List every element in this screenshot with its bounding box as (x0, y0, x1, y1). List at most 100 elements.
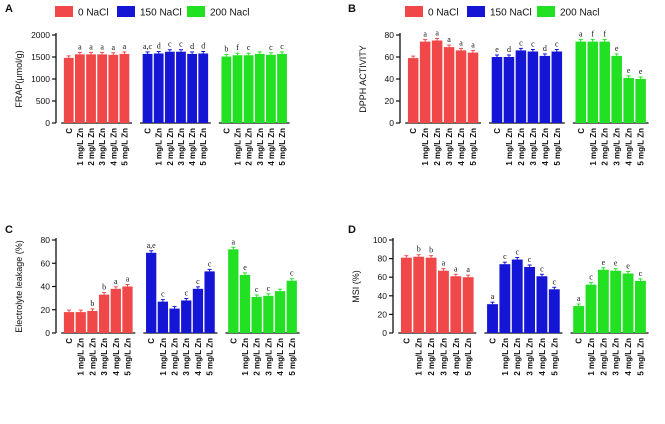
y-tick-label: 500 (36, 96, 50, 106)
significance-letter: c (553, 277, 557, 286)
y-axis-label: DPPH ACTIVITY (358, 45, 368, 113)
x-tick-label: 2 mg/L Zn (599, 338, 608, 376)
y-axis-label: Electrolyte leakage (%) (14, 240, 24, 333)
significance-letter: f (236, 43, 239, 52)
x-tick-label: 2 mg/L Zn (166, 128, 175, 166)
x-tick-label: 2 mg/L Zn (253, 338, 262, 376)
bar (575, 41, 587, 123)
x-tick-label: 5 mg/L Zn (636, 338, 645, 376)
x-tick-label: 2 mg/L Zn (517, 128, 526, 166)
bar (499, 264, 511, 333)
significance-letter: c (184, 288, 188, 297)
x-tick-label: 1 mg/L Zn (159, 338, 168, 376)
x-tick-label: 5 mg/L Zn (123, 338, 132, 376)
significance-letter: a (123, 42, 127, 51)
bar (63, 312, 75, 333)
bar (181, 300, 192, 333)
significance-letter: e (243, 263, 247, 272)
y-axis-label: MSI (%) (351, 270, 361, 303)
x-tick-label: 2 mg/L Zn (433, 128, 442, 166)
bar (539, 55, 551, 123)
y-tick-label: 20 (41, 305, 51, 315)
bar (122, 286, 133, 333)
significance-letter: c (269, 43, 273, 52)
x-tick-label: 1 mg/L Zn (415, 338, 424, 376)
bar (450, 276, 462, 333)
bar (263, 295, 274, 333)
bar (146, 252, 157, 333)
legend-swatch (537, 6, 555, 17)
x-tick-label: 4 mg/L Zn (452, 338, 461, 376)
significance-letter: c (247, 43, 251, 52)
significance-letter: e (615, 44, 619, 53)
significance-letter: c (208, 259, 212, 268)
x-tick-label: 4 mg/L Zn (109, 128, 118, 166)
significance-letter: f (591, 30, 594, 39)
significance-letter: c (519, 38, 523, 47)
significance-letter: b (102, 283, 106, 292)
panel-label: C (5, 224, 13, 236)
x-tick-label: 4 mg/L Zn (457, 128, 466, 166)
significance-letter: c (179, 40, 183, 49)
significance-letter: f (603, 30, 606, 39)
x-tick-label: 4 mg/L Zn (267, 128, 276, 166)
significance-letter: a (579, 30, 583, 39)
significance-letter: b (90, 299, 94, 308)
significance-letter: a (89, 42, 93, 51)
x-tick-label: C (144, 128, 153, 134)
significance-letter: a (126, 275, 130, 284)
x-tick-label: 3 mg/L Zn (256, 128, 265, 166)
bar (527, 51, 539, 123)
significance-letter: a (577, 294, 581, 303)
bar (169, 308, 180, 333)
x-tick-label: 1 mg/L Zn (421, 128, 430, 166)
bar (75, 312, 86, 333)
x-tick-label: C (575, 338, 584, 344)
significance-letter: c (168, 40, 172, 49)
x-tick-label: C (229, 338, 238, 344)
bar (176, 51, 186, 123)
significance-letter: e (627, 66, 631, 75)
significance-letter: c (555, 40, 559, 49)
x-tick-label: 4 mg/L Zn (625, 128, 634, 166)
y-tick-label: 0 (389, 118, 394, 128)
bar (551, 51, 563, 123)
y-tick-label: 60 (41, 258, 51, 268)
x-tick-label: 3 mg/L Zn (526, 338, 535, 376)
significance-letter: a (459, 38, 463, 47)
y-tick-label: 40 (385, 74, 395, 84)
x-tick-label: 5 mg/L Zn (553, 128, 562, 166)
x-tick-label: 2 mg/L Zn (513, 338, 522, 376)
x-tick-label: 3 mg/L Zn (177, 128, 186, 166)
bar (63, 57, 74, 123)
bar (635, 79, 646, 123)
y-tick-label: 20 (378, 309, 388, 319)
significance-letter: c (267, 284, 271, 293)
legend-swatch (117, 6, 135, 17)
bar (254, 53, 265, 123)
significance-letter: c (528, 255, 532, 264)
x-tick-label: 4 mg/L Zn (538, 338, 547, 376)
bar (467, 52, 479, 123)
x-tick-label: 1 mg/L Zn (77, 338, 86, 376)
y-tick-label: 60 (378, 272, 388, 282)
panel-label: A (5, 3, 13, 15)
bar (413, 256, 425, 333)
significance-letter: b (417, 245, 421, 254)
x-tick-label: 3 mg/L Zn (439, 338, 448, 376)
x-tick-label: C (65, 128, 74, 134)
bar (623, 77, 634, 123)
x-tick-label: 3 mg/L Zn (612, 338, 621, 376)
y-tick-label: 80 (378, 254, 388, 264)
significance-letter: b (429, 246, 433, 255)
y-tick-label: 20 (385, 96, 395, 106)
significance-letter: a (435, 29, 439, 38)
x-tick-label: C (409, 128, 418, 134)
panel-a: A 0 500 1000 1500 2000 FRAP(μmol/g) Ca 1 mg/L Zn… (5, 3, 290, 166)
significance-letter: d (190, 42, 194, 51)
significance-letter: a,c (143, 42, 153, 51)
y-tick-label: 80 (385, 30, 395, 40)
y-tick-label: 80 (41, 235, 51, 245)
